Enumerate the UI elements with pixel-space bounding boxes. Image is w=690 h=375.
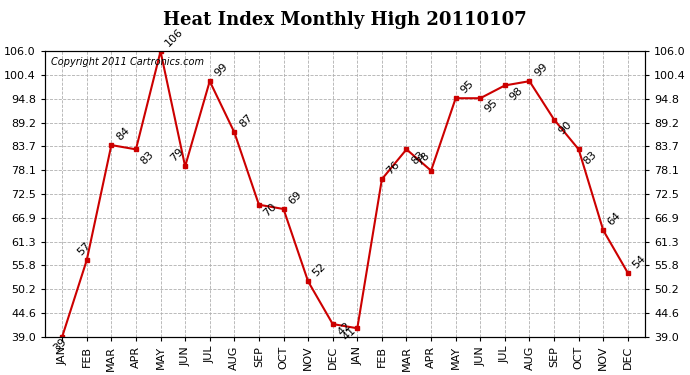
Text: 95: 95 [458, 78, 475, 96]
Text: 83: 83 [409, 149, 426, 166]
Text: 42: 42 [335, 321, 353, 338]
Text: 57: 57 [76, 240, 92, 257]
Text: 106: 106 [164, 27, 185, 49]
Text: 99: 99 [532, 61, 549, 78]
Text: 41: 41 [341, 325, 357, 342]
Text: 95: 95 [483, 98, 500, 115]
Text: 98: 98 [508, 85, 525, 102]
Text: 52: 52 [311, 262, 328, 279]
Text: 84: 84 [114, 125, 131, 142]
Text: 90: 90 [557, 119, 574, 136]
Text: 64: 64 [606, 210, 623, 228]
Text: 83: 83 [139, 149, 156, 166]
Text: 79: 79 [168, 147, 186, 164]
Text: 87: 87 [237, 112, 254, 129]
Text: 54: 54 [631, 253, 648, 270]
Text: 78: 78 [415, 151, 431, 168]
Text: 39: 39 [51, 336, 68, 354]
Text: 69: 69 [286, 189, 304, 206]
Text: 83: 83 [582, 149, 598, 166]
Text: 76: 76 [384, 159, 402, 176]
Text: Copyright 2011 Cartronics.com: Copyright 2011 Cartronics.com [51, 57, 204, 67]
Text: Heat Index Monthly High 20110107: Heat Index Monthly High 20110107 [163, 11, 527, 29]
Text: 99: 99 [213, 61, 230, 78]
Text: 70: 70 [262, 202, 279, 219]
